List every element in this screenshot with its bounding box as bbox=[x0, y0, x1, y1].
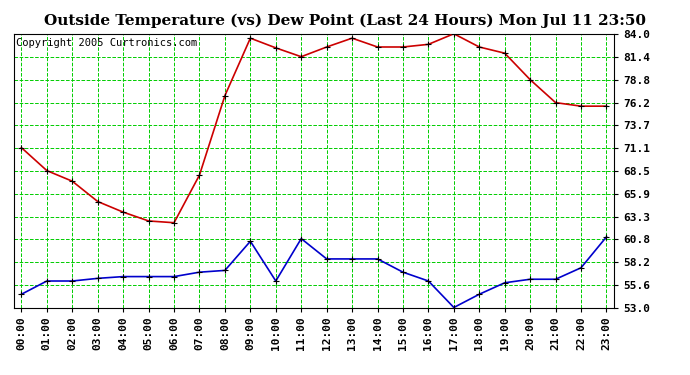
Text: Copyright 2005 Curtronics.com: Copyright 2005 Curtronics.com bbox=[16, 38, 197, 48]
Text: Outside Temperature (vs) Dew Point (Last 24 Hours) Mon Jul 11 23:50: Outside Temperature (vs) Dew Point (Last… bbox=[44, 13, 646, 27]
